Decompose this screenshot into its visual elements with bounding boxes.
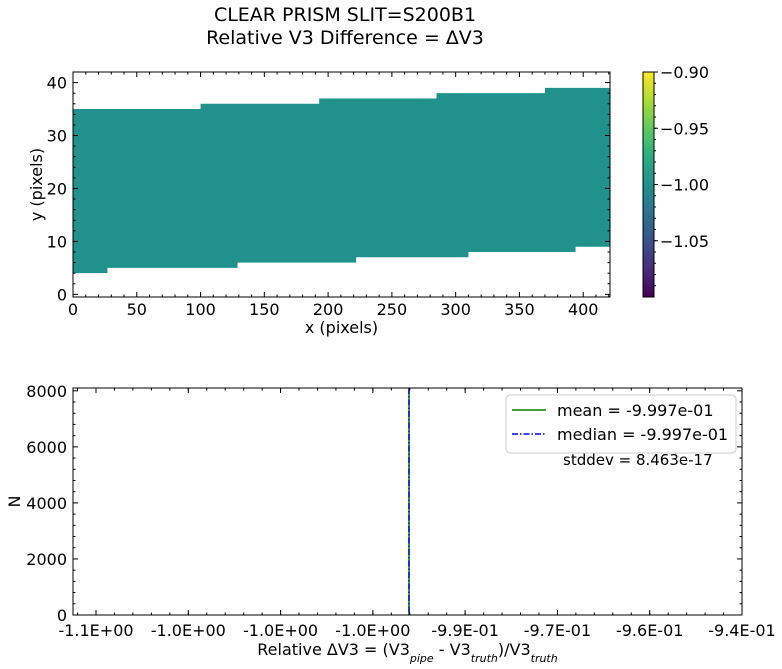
histogram-y-tick-label: 0 [57,606,67,625]
histogram-x-axis-label: Relative ΔV3 = (V3pipe - V3truth)/V3trut… [257,640,557,665]
histogram-legend: mean = -9.997e-01 median = -9.997e-01 [505,394,737,454]
heatmap-x-tick-label: 50 [127,300,147,319]
colorbar-tick-label: −0.90 [660,63,709,82]
histogram-panel: -1.1E+00 -1.0E+00 -1.0E+00 -1.0E+00 -9.9E-01… [5,382,776,665]
heatmap-x-tick-label: 250 [377,300,408,319]
legend-box [505,394,737,454]
histogram-y-tick-label: 2000 [26,550,67,569]
heatmap-y-tick-label: 0 [57,285,67,304]
heatmap-y-axis-label: y (pixels) [27,148,46,221]
heatmap-y-tick-label: 10 [47,232,67,251]
histogram-y-tick-label: 8000 [26,382,67,401]
heatmap-y-ticks: 0 10 20 30 40 [47,74,610,304]
heatmap-y-tick-label: 20 [47,179,67,198]
histogram-x-tick-label: -9.4E-01 [708,621,775,640]
colorbar-tick-label: −0.95 [660,119,709,138]
histogram-y-axis-label: N [5,496,24,508]
heatmap-x-tick-label: 100 [185,300,216,319]
heatmap-x-ticks: 0 50 100 150 200 250 300 350 400 [68,72,610,319]
histogram-x-tick-label: -9.9E-01 [431,621,498,640]
figure-title-line-2: Relative V3 Difference = ΔV3 [206,27,484,49]
histogram-x-tick-label: -1.0E+00 [151,621,226,640]
colorbar: −0.90 −0.95 −1.00 −1.05 [642,63,709,298]
legend-mean-label: mean = -9.997e-01 [557,401,714,420]
heatmap-filled-region [73,87,610,274]
heatmap-x-tick-label: 300 [440,300,471,319]
colorbar-tick-label: −1.05 [660,232,709,251]
heatmap-y-tick-label: 40 [47,74,67,93]
colorbar-gradient [642,71,655,298]
heatmap-image [73,87,610,274]
histogram-x-tick-label: -1.0E+00 [335,621,410,640]
heatmap-x-axis-label: x (pixels) [305,318,378,337]
stddev-annotation: stddev = 8.463e-17 [563,451,713,469]
colorbar-ticks: −0.90 −0.95 −1.00 −1.05 [654,63,709,287]
heatmap-x-tick-label: 350 [504,300,535,319]
heatmap-x-tick-label: 200 [313,300,344,319]
histogram-x-tick-label: -9.7E-01 [524,621,591,640]
heatmap-axes-frame [72,71,611,298]
heatmap-x-tick-label: 400 [568,300,599,319]
heatmap-panel: 0 50 100 150 200 250 300 350 400 0 10 20 30 40 x (pi… [27,71,611,337]
histogram-x-tick-label: -9.6E-01 [616,621,683,640]
histogram-x-ticks: -1.1E+00 -1.0E+00 -1.0E+00 -1.0E+00 -9.9E-01… [58,388,776,640]
heatmap-y-tick-label: 30 [47,127,67,146]
histogram-x-tick-label: -1.1E+00 [58,621,133,640]
histogram-y-ticks: 0 2000 4000 6000 8000 [26,382,742,625]
histogram-x-tick-label: -1.0E+00 [243,621,318,640]
heatmap-x-tick-label: 150 [249,300,280,319]
colorbar-tick-label: −1.00 [660,176,709,195]
heatmap-x-tick-label: 0 [68,300,78,319]
histogram-y-tick-label: 4000 [26,494,67,513]
histogram-y-tick-label: 6000 [26,438,67,457]
legend-median-label: median = -9.997e-01 [557,425,728,444]
figure-title-line-1: CLEAR PRISM SLIT=S200B1 [213,4,477,26]
histogram-axes-frame [72,387,743,616]
